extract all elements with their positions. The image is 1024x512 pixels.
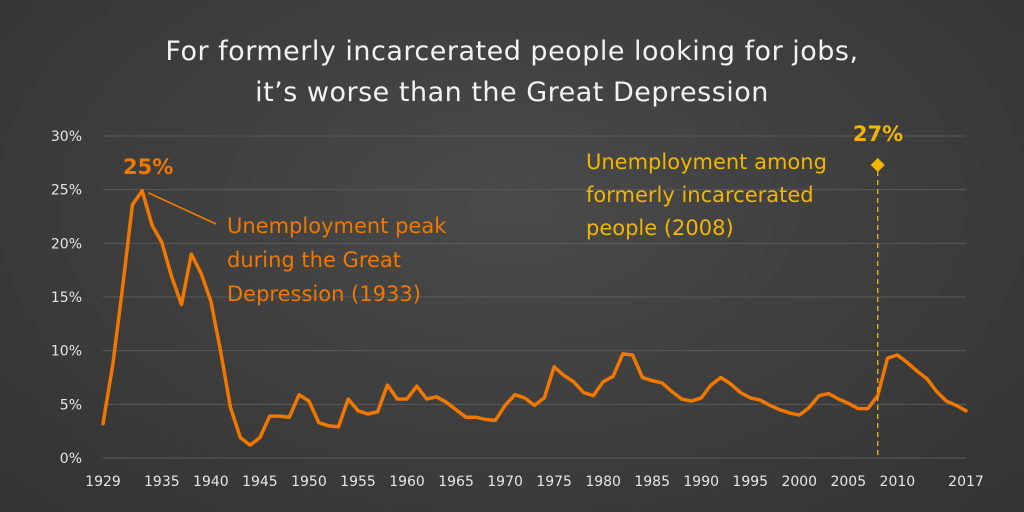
unemployment-series-line (101, 188, 968, 447)
depression-leader-line (147, 192, 217, 225)
depression-label-line-3: Depression (1933) (227, 282, 421, 306)
incarcerated-marker (870, 157, 885, 173)
y-tick-label: 10% (51, 344, 82, 360)
y-tick-label: 0% (60, 451, 82, 467)
x-tick-label: 1995 (732, 474, 768, 490)
incarcerated-annotation: 27% Unemployment among formerly incarcer… (586, 122, 903, 458)
x-tick-label: 2017 (948, 474, 984, 490)
x-axis-ticks: 1929 1935 1940 1945 1950 1955 1960 1965 1970 1975… (85, 474, 984, 490)
incarcerated-label-line-3: people (2008) (586, 216, 734, 240)
incarcerated-value: 27% (853, 122, 903, 146)
chart-title: For formerly incarcerated people looking… (165, 36, 858, 108)
x-tick-label: 1950 (291, 474, 327, 490)
x-tick-label: 1985 (634, 474, 670, 490)
depression-label-line-1: Unemployment peak (227, 214, 447, 238)
incarcerated-label-line-2: formerly incarcerated (586, 183, 814, 207)
gridlines (103, 135, 966, 459)
depression-peak-value: 25% (123, 155, 173, 179)
x-tick-label: 1980 (585, 474, 621, 490)
y-tick-label: 20% (51, 236, 82, 252)
x-tick-label: 1960 (389, 474, 425, 490)
y-tick-label: 30% (51, 129, 82, 145)
depression-label-line-2: during the Great (227, 248, 401, 272)
x-tick-label: 1935 (144, 474, 180, 490)
x-tick-label: 1945 (242, 474, 278, 490)
x-tick-label: 1975 (536, 474, 572, 490)
y-tick-label: 15% (51, 290, 82, 306)
x-tick-label: 2005 (830, 474, 866, 490)
x-tick-label: 2010 (880, 474, 916, 490)
title-line-1: For formerly incarcerated people looking… (165, 36, 858, 67)
depression-annotation: 25% Unemployment peak during the Great D… (123, 155, 447, 306)
series-layer (101, 188, 968, 447)
x-tick-label: 2000 (781, 474, 817, 490)
y-tick-label: 25% (51, 183, 82, 199)
x-tick-label: 1990 (683, 474, 719, 490)
x-tick-label: 1965 (438, 474, 474, 490)
title-line-2: it’s worse than the Great Depression (255, 77, 769, 108)
y-axis-ticks: 0% 5% 10% 15% 20% 25% 30% (51, 129, 82, 467)
x-tick-label: 1940 (193, 474, 229, 490)
y-tick-label: 5% (60, 397, 82, 413)
incarcerated-label-line-1: Unemployment among (586, 150, 827, 174)
x-tick-label: 1955 (340, 474, 376, 490)
x-tick-label: 1970 (487, 474, 523, 490)
x-tick-label: 1929 (85, 474, 121, 490)
